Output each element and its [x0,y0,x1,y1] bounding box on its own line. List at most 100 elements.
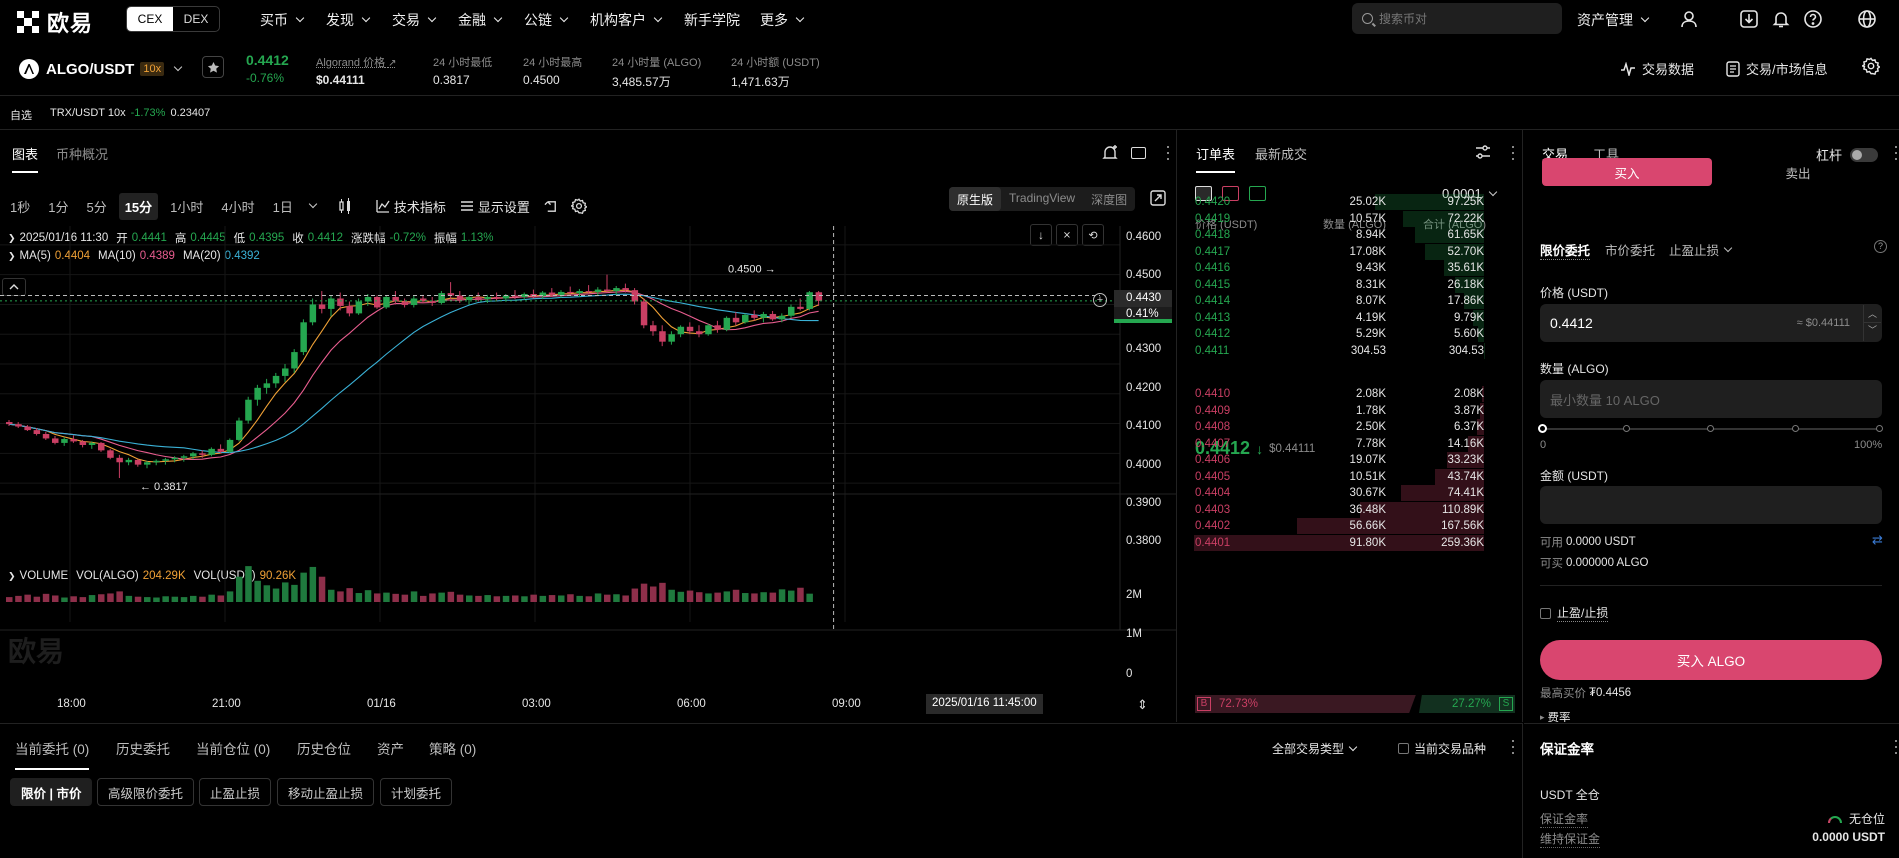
tab-order-history[interactable]: 历史委托 [116,742,170,757]
candle-type-icon[interactable] [338,198,352,214]
view-bids-icon[interactable] [1249,186,1266,201]
slider-stop[interactable] [1876,425,1883,432]
tab-latest-trades[interactable]: 最新成交 [1255,147,1308,162]
view-tradingview[interactable]: TradingView [1009,191,1076,205]
trade-type-filter[interactable]: 全部交易类型 [1272,740,1358,757]
cex-toggle[interactable]: CEX [127,7,173,31]
submit-buy-button[interactable]: 买入 ALGO [1540,640,1882,680]
bid-row[interactable]: 0.4404 30.67K 74.41K [1178,483,1514,503]
view-asks-icon[interactable] [1222,186,1239,201]
sell-tab[interactable]: 卖出 [1785,166,1811,181]
bid-row[interactable]: 0.4403 36.48K 110.89K [1178,500,1514,520]
display-settings-button[interactable]: 显示设置 [460,197,530,216]
dex-toggle[interactable]: DEX [183,12,209,26]
tab-open-orders[interactable]: 当前委托 (0) [15,738,90,770]
interval-4h[interactable]: 4小时 [221,199,255,215]
tab-chart[interactable]: 图表 [12,144,39,173]
market-info-button[interactable]: 交易/市场信息 [1726,59,1828,78]
interval-1d[interactable]: 1日 [272,199,293,215]
bid-row[interactable]: 0.4405 10.51K 43.74K [1178,467,1514,487]
filter-settings-icon[interactable] [1475,145,1491,162]
order-type-limit[interactable]: 限价委托 [1540,240,1591,260]
interval-1s[interactable]: 1秒 [10,199,31,215]
tab-position-history[interactable]: 历史仓位 [297,742,351,757]
chart-settings-gear-icon[interactable] [570,198,587,214]
order-type-tpsl[interactable]: 止盈止损 [1669,240,1733,259]
bid-row[interactable]: 0.4408 2.50K 6.37K [1178,417,1514,437]
compress-icon[interactable]: ⨯ [1056,224,1078,246]
amount-input[interactable] [1540,486,1882,524]
interval-1h[interactable]: 1小时 [170,199,204,215]
orderbook-last-price[interactable]: 0.4412 ↓ $0.44111 [1195,438,1315,459]
expand-vertical-icon[interactable]: ⇕ [1137,697,1148,712]
slider-stop[interactable] [1792,425,1799,432]
nav-chain[interactable]: 公链 [524,10,569,30]
stepper-up-icon[interactable]: ︿ [1864,305,1881,323]
collapse-chevron-icon[interactable]: ❯ [8,570,16,581]
tpsl-checkbox[interactable]: 止盈/止损 [1540,604,1609,622]
download-icon[interactable] [1738,8,1760,30]
bid-row[interactable]: 0.4410 2.08K 2.08K [1178,384,1514,404]
tab-coin-overview[interactable]: 币种概况 [56,147,109,162]
favorite-pair-trx[interactable]: TRX/USDT 10x -1.73% 0.23407 [50,107,210,119]
stepper-down-icon[interactable]: ﹀ [1867,325,1877,335]
tab-assets[interactable]: 资产 [377,742,404,757]
interval-chevron-down-icon[interactable] [308,199,318,209]
ask-row[interactable]: 0.4417 17.08K 52.70K [1178,242,1514,262]
order-type-market[interactable]: 市价委托 [1605,244,1656,258]
current-pair-only-checkbox[interactable]: 当前交易品种 [1398,740,1486,757]
tick-size-select[interactable]: 0.0001 [1442,186,1498,201]
bell-icon[interactable] [1770,8,1792,30]
nav-buy-crypto[interactable]: 买币 [260,10,305,30]
filter-tpsl[interactable]: 止盈止损 [199,778,272,806]
ask-row[interactable]: 0.4411 304.53 304.53 [1178,341,1514,361]
more-dots-icon[interactable] [1511,740,1515,754]
user-icon[interactable] [1678,8,1700,30]
candlestick-chart[interactable]: 0.4500 → ← 0.3817 [0,226,1177,722]
nav-finance[interactable]: 金融 [458,10,503,30]
settings-gear-icon[interactable] [1860,57,1881,78]
bid-row[interactable]: 0.4401 91.80K 259.36K [1178,533,1514,553]
add-alert-plus-icon[interactable]: + [1093,293,1107,307]
bid-row[interactable]: 0.4406 19.07K 33.23K [1178,450,1514,470]
fee-rate[interactable]: ▸ 费率 [1540,712,1571,722]
tab-orderbook[interactable]: 订单表 [1196,144,1236,173]
okx-logo[interactable]: 欧易 [17,6,93,38]
info-icon[interactable]: ? [1874,240,1887,253]
price-stepper[interactable]: ︿ ﹀ [1863,305,1881,341]
ask-row[interactable]: 0.4414 8.07K 17.86K [1178,291,1514,311]
undo-icon[interactable] [544,199,559,214]
slider-stop[interactable] [1707,425,1714,432]
interval-5m[interactable]: 5分 [86,199,107,215]
favorite-star-icon[interactable] [202,56,224,78]
view-depth[interactable]: 深度图 [1091,193,1128,207]
nav-asset-management[interactable]: 资产管理 [1577,10,1650,30]
alert-add-icon[interactable] [1102,145,1118,164]
ask-row[interactable]: 0.4413 4.19K 9.79K [1178,308,1514,328]
nav-academy[interactable]: 新手学院 [684,10,740,30]
transfer-icon[interactable]: ⇄ [1872,532,1883,547]
interval-15m[interactable]: 15分 [118,192,159,220]
tab-positions[interactable]: 当前仓位 (0) [196,742,271,757]
reset-icon[interactable]: ⟲ [1082,224,1104,246]
nav-trade[interactable]: 交易 [392,10,437,30]
arrow-down-icon[interactable]: ↓ [1030,224,1052,246]
bid-row[interactable]: 0.4407 7.78K 14.16K [1178,434,1514,454]
nav-discover[interactable]: 发现 [326,10,371,30]
ask-row[interactable]: 0.4415 8.31K 26.18K [1178,275,1514,295]
slider-handle[interactable] [1538,424,1547,433]
tab-strategies[interactable]: 策略 (0) [429,742,477,757]
pair-selector[interactable]: ALGO/USDT 10x [18,58,183,80]
leverage-toggle[interactable]: 杠杆 [1816,145,1879,164]
bid-row[interactable]: 0.4402 56.66K 167.56K [1178,516,1514,536]
ask-row[interactable]: 0.4420 25.02K 97.25K [1178,192,1514,212]
filter-trigger-order[interactable]: 计划委托 [380,778,453,806]
ask-row[interactable]: 0.4418 8.94K 61.65K [1178,225,1514,245]
filter-advanced-limit[interactable]: 高级限价委托 [97,778,195,806]
filter-limit-market[interactable]: 限价 | 市价 [10,778,93,806]
interval-1m[interactable]: 1分 [48,199,69,215]
more-dots-icon[interactable] [1894,146,1898,160]
indicators-button[interactable]: 技术指标 [376,197,446,216]
ask-row[interactable]: 0.4419 10.57K 72.22K [1178,209,1514,229]
filter-trailing-stop[interactable]: 移动止盈止损 [277,778,375,806]
